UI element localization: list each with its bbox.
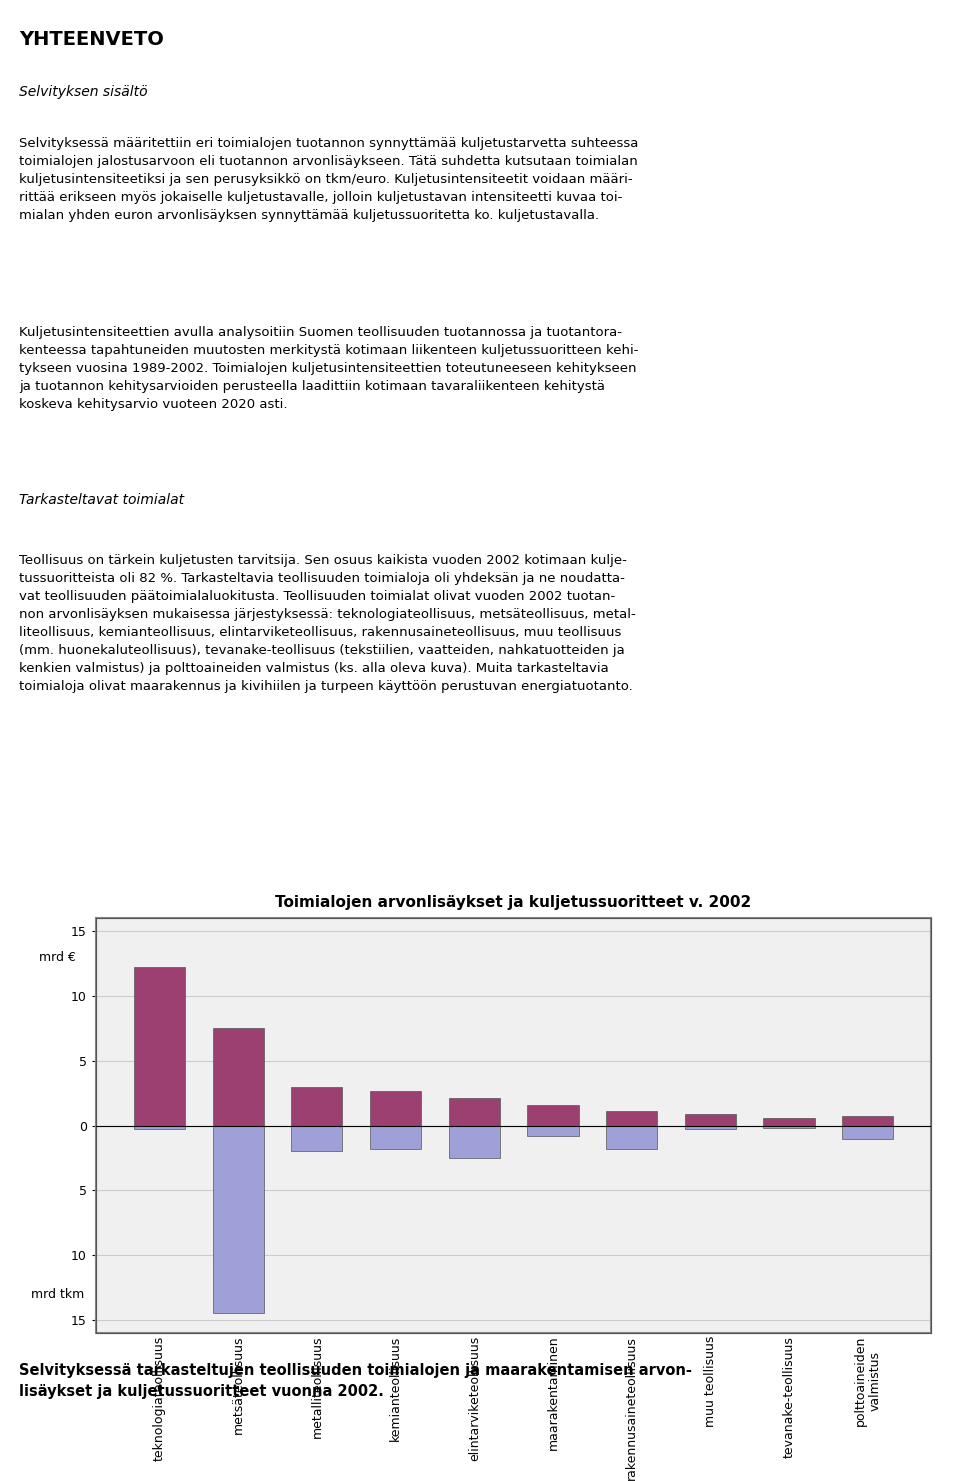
Bar [606, 1126, 658, 1149]
Bar [842, 1126, 893, 1139]
Bar [134, 967, 185, 1126]
Title: Toimialojen arvonlisäykset ja kuljetussuoritteet v. 2002: Toimialojen arvonlisäykset ja kuljetussu… [276, 895, 752, 911]
Bar [370, 1126, 421, 1149]
Text: Selvityksessä määritettiin eri toimialojen tuotannon synnyttämää kuljetustarvett: Selvityksessä määritettiin eri toimialoj… [19, 138, 638, 222]
Bar [763, 1126, 814, 1129]
Bar [448, 1126, 500, 1158]
Bar [134, 1126, 185, 1130]
Bar [527, 1105, 579, 1126]
Bar [370, 1090, 421, 1126]
Text: Selvityksen sisältö: Selvityksen sisältö [19, 86, 148, 99]
Text: Kuljetusintensiteettien avulla analysoitiin Suomen teollisuuden tuotannossa ja t: Kuljetusintensiteettien avulla analysoit… [19, 326, 638, 410]
Text: mrd €: mrd € [38, 951, 76, 964]
Bar [213, 1028, 264, 1126]
Bar [606, 1111, 658, 1126]
Text: YHTEENVETO: YHTEENVETO [19, 30, 164, 49]
Bar [527, 1126, 579, 1136]
Text: Tarkasteltavat toimialat: Tarkasteltavat toimialat [19, 493, 184, 508]
Bar [213, 1126, 264, 1314]
Text: Teollisuus on tärkein kuljetusten tarvitsija. Sen osuus kaikista vuoden 2002 kot: Teollisuus on tärkein kuljetusten tarvit… [19, 554, 636, 693]
Bar [291, 1126, 343, 1152]
Bar [448, 1099, 500, 1126]
Bar [96, 918, 931, 1333]
Bar [291, 1087, 343, 1126]
Text: Selvityksessä tarkasteltujen teollisuuden toimialojen ja maarakentamisen arvon-
: Selvityksessä tarkasteltujen teollisuude… [19, 1363, 692, 1398]
Bar [763, 1118, 814, 1126]
Bar [684, 1114, 736, 1126]
Text: mrd tkm: mrd tkm [31, 1287, 84, 1300]
Bar [842, 1117, 893, 1126]
Bar [684, 1126, 736, 1130]
